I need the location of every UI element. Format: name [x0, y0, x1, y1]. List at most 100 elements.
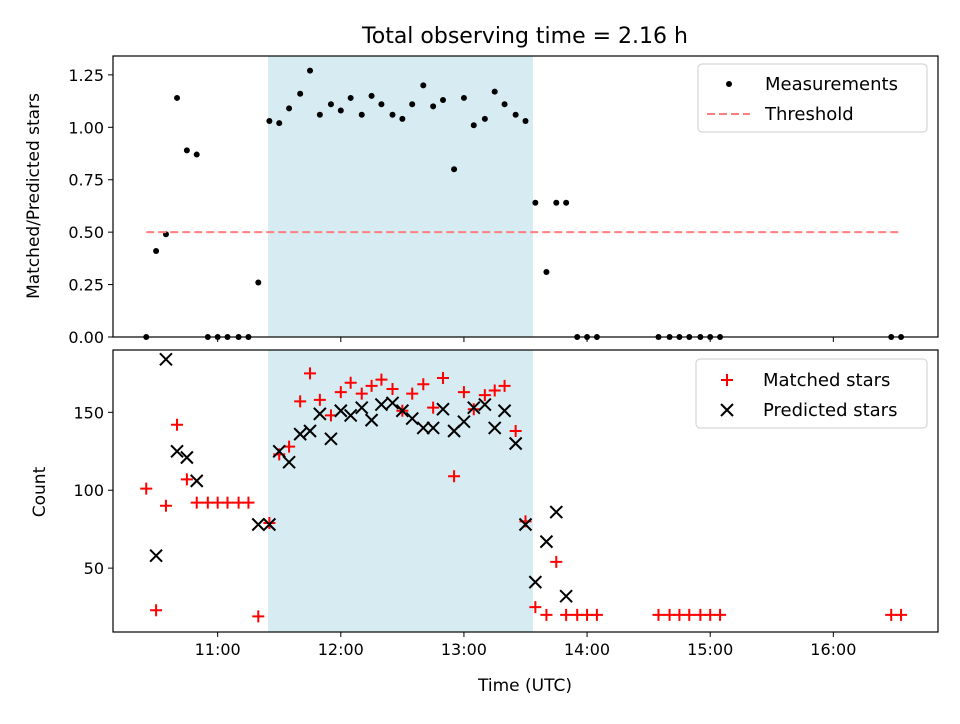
- predicted-star-point: [539, 534, 554, 549]
- bottom-shaded-span: [268, 350, 533, 632]
- matched-star-point: [895, 608, 908, 621]
- predicted-star-point: [334, 404, 348, 418]
- predicted-star-point: [549, 505, 563, 519]
- predicted-star-point: [159, 352, 173, 367]
- matched-star-point: [417, 378, 430, 391]
- measurement-point: [501, 101, 508, 108]
- bottom-xtick-label: 16:00: [810, 640, 856, 659]
- matched-star-point: [221, 496, 234, 509]
- matched-star-point: [683, 608, 696, 621]
- predicted-star-point: [251, 517, 266, 532]
- matched-star-point: [365, 379, 378, 392]
- predicted-star-point: [180, 450, 194, 465]
- measurement-point: [451, 166, 458, 173]
- matched-star-point: [344, 376, 357, 389]
- legend-predicted-marker: [720, 403, 734, 417]
- predicted-star-point: [488, 421, 502, 435]
- bottom-xtick-label: 11:00: [195, 640, 241, 659]
- measurement-point: [389, 111, 396, 118]
- predicted-star-point: [324, 432, 338, 446]
- measurement-point: [470, 122, 477, 129]
- measurement-point: [337, 107, 344, 114]
- measurement-point: [316, 111, 323, 118]
- matched-star-point: [448, 470, 461, 483]
- top-ytick-label: 1.00: [68, 118, 104, 137]
- predicted-star-point: [518, 517, 533, 532]
- predicted-star-point: [426, 421, 440, 435]
- measurement-point: [255, 279, 262, 286]
- matched-star-point: [509, 425, 522, 438]
- matched-star-point: [467, 403, 480, 416]
- predicted-star-point: [436, 402, 450, 416]
- bottom-plot: 11:00 12:00 13:00 14:00 15:00 16:00 50 100 150 C…: [30, 349, 939, 696]
- bottom-ytick-label: 100: [73, 481, 104, 500]
- top-ytick-label: 0.25: [68, 276, 104, 295]
- predicted-star-point: [313, 407, 327, 421]
- top-ylabel: Matched/Predicted stars: [24, 93, 44, 299]
- top-plot-ticks: 0.00 0.25 0.50 0.75 1.00 1.25: [68, 66, 834, 347]
- matched-star-point: [560, 608, 573, 621]
- measurement-point: [491, 88, 498, 95]
- matched-star-point: [498, 379, 511, 392]
- measurement-point: [193, 151, 200, 158]
- measurement-point: [512, 111, 519, 118]
- top-legend-box: [697, 63, 928, 133]
- predicted-star-point: [293, 427, 307, 441]
- measurement-point: [307, 67, 314, 74]
- measurement-point: [183, 147, 190, 154]
- predicted-star-point: [416, 421, 431, 435]
- measurement-point: [347, 94, 354, 101]
- measurement-point: [368, 92, 375, 99]
- matched-star-point: [190, 496, 203, 509]
- bottom-ytick-label: 150: [73, 403, 104, 422]
- measurement-point: [420, 82, 427, 89]
- top-shaded-span: [268, 56, 533, 337]
- measurement-point: [532, 199, 539, 206]
- measurement-point: [543, 268, 550, 275]
- predicted-star-point: [395, 404, 410, 418]
- predicted-star-point: [170, 444, 184, 458]
- legend-matched-marker: [721, 374, 733, 386]
- measurement-point: [174, 94, 181, 101]
- matched-star-point: [488, 384, 501, 397]
- measurement-point: [481, 115, 488, 122]
- measurement-point: [378, 101, 385, 108]
- predicted-star-point: [374, 397, 389, 412]
- measurement-point: [266, 118, 273, 125]
- matched-star-point: [140, 482, 153, 495]
- bottom-xtick-label: 13:00: [441, 640, 487, 659]
- top-ytick-label: 1.25: [68, 66, 104, 85]
- top-plot-frame: [112, 55, 939, 338]
- bottom-plot-ticks: 11:00 12:00 13:00 14:00 15:00 16:00 50 100 150: [73, 403, 856, 659]
- bottom-plot-frame: [112, 349, 939, 633]
- measurement-point: [399, 115, 406, 122]
- bottom-xlabel: Time (UTC): [477, 676, 572, 696]
- measurement-point: [286, 105, 293, 112]
- legend-matched-label: Matched stars: [763, 370, 890, 391]
- measurement-point: [522, 118, 529, 125]
- matched-star-point: [375, 373, 388, 386]
- measurement-point: [440, 97, 446, 104]
- bottom-legend-box: [695, 358, 928, 429]
- matched-star-point: [540, 608, 553, 621]
- predicted-star-point: [497, 404, 512, 418]
- predicted-star-point: [355, 400, 369, 415]
- bottom-xtick-label: 15:00: [687, 640, 733, 659]
- predicted-star-point: [559, 589, 573, 603]
- predicted-star-point: [262, 517, 277, 532]
- top-legend: Measurements Threshold: [697, 63, 928, 133]
- top-ytick-label: 0.00: [68, 328, 104, 347]
- top-ytick-label: 0.75: [68, 171, 104, 190]
- measurement-point: [553, 199, 560, 206]
- legend-measurements-marker: [726, 81, 732, 87]
- measurement-point: [563, 199, 570, 206]
- predicted-star-point: [272, 444, 286, 458]
- predicted-star-point: [343, 408, 358, 423]
- matched-star-point: [294, 395, 307, 408]
- predicted-star-point: [405, 411, 419, 426]
- matched-star-point: [171, 418, 184, 431]
- legend-measurements-label: Measurements: [765, 74, 898, 95]
- measurement-point: [460, 94, 467, 101]
- matched-star-point: [457, 386, 470, 399]
